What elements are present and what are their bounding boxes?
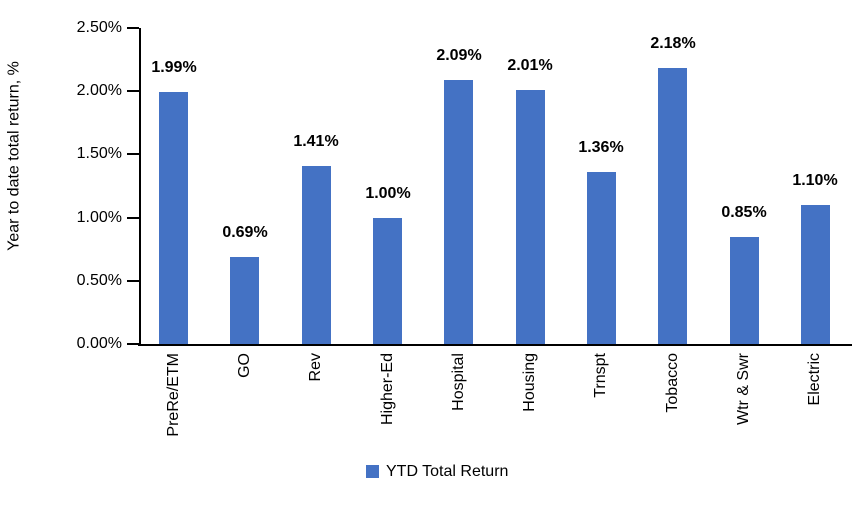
bar-hospital [444, 80, 473, 344]
x-axis-tick-label-text: Tobacco [664, 353, 681, 413]
bar-housing [516, 90, 545, 344]
bar-electric [801, 205, 830, 344]
y-axis-tick-mark [127, 90, 139, 93]
y-axis-tick-mark [127, 27, 139, 29]
y-axis-tick-mark [127, 279, 139, 282]
y-axis-line [139, 28, 141, 346]
legend-label: YTD Total Return [386, 462, 509, 480]
bar-trnspt [587, 172, 616, 344]
legend-swatch-icon [366, 464, 379, 478]
bar-value-label: 1.00% [365, 185, 411, 202]
bar-value-label: 1.99% [151, 59, 197, 76]
bar-rev [302, 166, 331, 344]
y-axis-tick-label: 2.50% [76, 19, 122, 36]
bar-value-label: 2.09% [436, 47, 482, 64]
bar-prere-etm [159, 92, 188, 344]
y-axis-tick-label: 1.00% [76, 208, 122, 226]
x-axis-tick-label-text: Trnspt [592, 353, 609, 398]
x-axis-tick-label-text: Electric [806, 353, 823, 406]
x-axis-tick-label-text: Wtr & Swr [735, 353, 752, 425]
y-axis-tick-mark [127, 343, 139, 345]
bar-value-label: 2.01% [507, 57, 553, 74]
bar-value-label: 1.10% [792, 172, 838, 189]
bar-higher-ed [373, 218, 402, 344]
x-axis-tick-label-text: PreRe/ETM [165, 353, 182, 437]
bar-go [230, 257, 259, 344]
x-axis-tick-label-text: Rev [307, 353, 324, 382]
x-axis-tick-label-text: Higher-Ed [379, 353, 396, 426]
y-axis-tick-label: 0.00% [76, 335, 122, 352]
bar-value-label: 2.18% [650, 35, 696, 52]
y-axis-title-text: Year to date total return, % [5, 61, 23, 251]
y-axis-tick-label: 1.50% [76, 145, 122, 163]
bar-value-label: 1.36% [578, 139, 624, 156]
bar-value-label: 0.85% [721, 204, 767, 221]
y-axis-tick-label: 2.00% [76, 82, 122, 100]
y-axis-tick-mark [127, 153, 139, 156]
y-axis-tick-label: 0.50% [76, 271, 122, 289]
x-axis-tick-label-text: Hospital [450, 353, 467, 411]
y-axis-tick-mark [127, 216, 139, 219]
bar-tobacco [658, 68, 687, 344]
bar-value-label: 1.41% [293, 133, 339, 150]
bar-value-label: 0.69% [222, 224, 268, 241]
legend: YTD Total Return [366, 461, 508, 481]
x-axis-line [138, 344, 852, 346]
bar-wtr-swr [730, 237, 759, 344]
x-axis-tick-label-text: Housing [521, 353, 538, 412]
x-axis-tick-label-text: GO [236, 353, 253, 378]
